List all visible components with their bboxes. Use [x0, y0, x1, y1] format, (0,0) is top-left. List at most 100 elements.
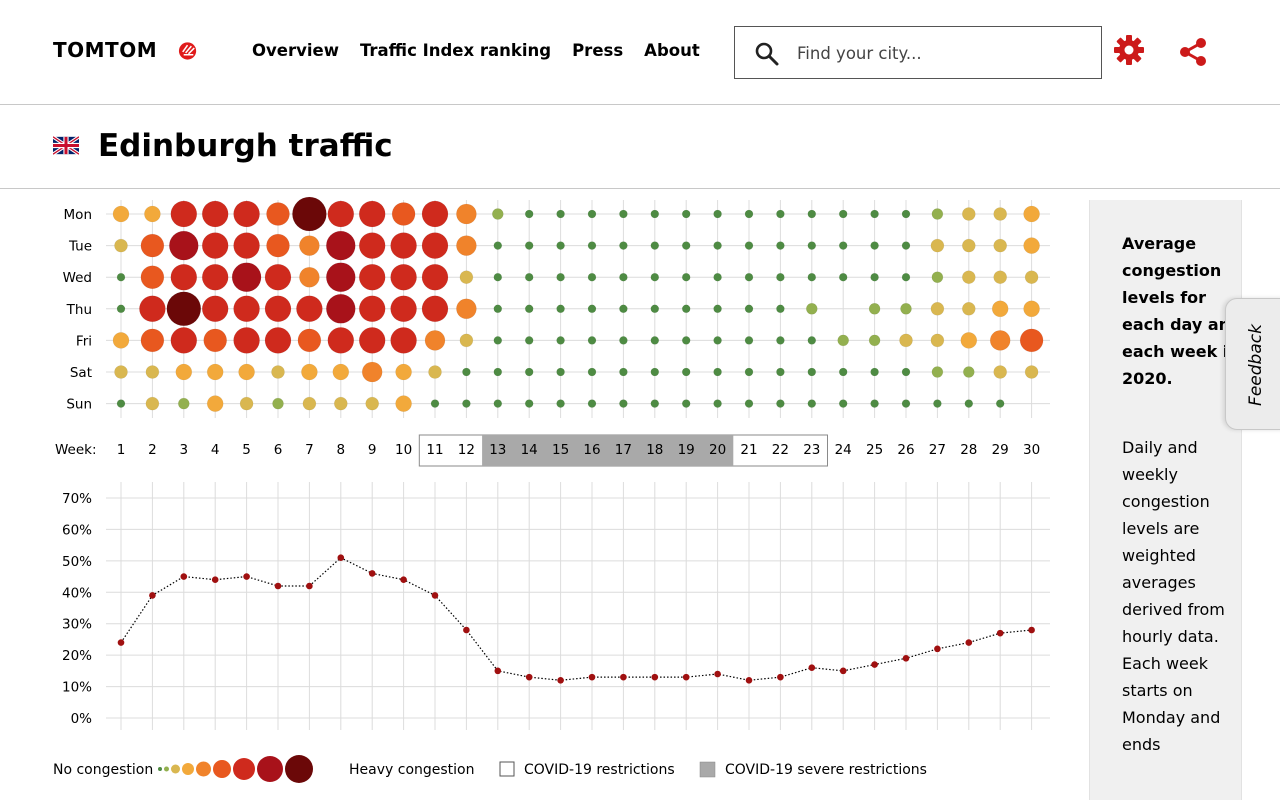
congestion-bubble[interactable]: [170, 327, 198, 354]
congestion-bubble[interactable]: [807, 367, 817, 377]
congestion-bubble[interactable]: [325, 262, 356, 292]
congestion-bubble[interactable]: [358, 263, 386, 291]
congestion-bubble[interactable]: [995, 399, 1005, 408]
congestion-bubble[interactable]: [713, 209, 722, 219]
congestion-point[interactable]: [714, 670, 721, 678]
congestion-bubble[interactable]: [744, 336, 754, 345]
congestion-bubble[interactable]: [493, 272, 503, 282]
congestion-bubble[interactable]: [462, 399, 471, 408]
congestion-bubble[interactable]: [524, 399, 534, 408]
congestion-bubble[interactable]: [112, 205, 130, 223]
congestion-bubble[interactable]: [776, 367, 785, 377]
congestion-bubble[interactable]: [961, 302, 976, 316]
congestion-bubble[interactable]: [650, 209, 660, 219]
congestion-bubble[interactable]: [524, 336, 534, 345]
congestion-bubble[interactable]: [266, 202, 290, 226]
congestion-bubble[interactable]: [807, 241, 817, 250]
congestion-bubble[interactable]: [456, 203, 477, 225]
congestion-bubble[interactable]: [390, 232, 417, 259]
congestion-bubble[interactable]: [301, 363, 318, 381]
search-icon[interactable]: [754, 41, 780, 67]
congestion-bubble[interactable]: [838, 399, 848, 408]
congestion-bubble[interactable]: [744, 241, 754, 250]
congestion-bubble[interactable]: [395, 395, 412, 412]
congestion-bubble[interactable]: [524, 272, 534, 282]
congestion-bubble[interactable]: [870, 272, 879, 282]
congestion-bubble[interactable]: [238, 363, 255, 381]
congestion-bubble[interactable]: [931, 366, 944, 378]
congestion-bubble[interactable]: [713, 241, 722, 250]
congestion-bubble[interactable]: [650, 367, 660, 377]
congestion-bubble[interactable]: [1023, 300, 1040, 318]
congestion-bubble[interactable]: [650, 304, 660, 314]
congestion-bubble[interactable]: [493, 241, 503, 250]
congestion-bubble[interactable]: [424, 330, 446, 351]
congestion-bubble[interactable]: [231, 262, 262, 292]
congestion-bubble[interactable]: [491, 208, 504, 220]
congestion-bubble[interactable]: [930, 238, 945, 253]
congestion-bubble[interactable]: [713, 304, 722, 314]
congestion-bubble[interactable]: [203, 328, 227, 353]
congestion-bubble[interactable]: [421, 200, 449, 228]
congestion-bubble[interactable]: [456, 235, 477, 256]
congestion-bubble[interactable]: [989, 330, 1011, 351]
congestion-bubble[interactable]: [650, 336, 660, 345]
congestion-bubble[interactable]: [587, 272, 597, 282]
congestion-bubble[interactable]: [116, 304, 126, 314]
congestion-bubble[interactable]: [776, 272, 785, 282]
congestion-bubble[interactable]: [140, 328, 165, 353]
congestion-bubble[interactable]: [930, 302, 945, 316]
congestion-bubble[interactable]: [713, 336, 722, 345]
congestion-bubble[interactable]: [302, 396, 317, 411]
congestion-bubble[interactable]: [292, 196, 327, 232]
congestion-bubble[interactable]: [807, 399, 817, 408]
congestion-bubble[interactable]: [993, 238, 1008, 253]
congestion-bubble[interactable]: [264, 295, 292, 323]
congestion-bubble[interactable]: [870, 399, 879, 408]
congestion-bubble[interactable]: [358, 327, 386, 354]
congestion-bubble[interactable]: [201, 232, 229, 259]
nav-about[interactable]: About: [644, 41, 700, 60]
congestion-bubble[interactable]: [116, 272, 126, 282]
congestion-bubble[interactable]: [493, 367, 503, 377]
congestion-bubble[interactable]: [421, 263, 449, 291]
congestion-point[interactable]: [620, 673, 627, 681]
congestion-bubble[interactable]: [233, 232, 260, 259]
congestion-bubble[interactable]: [776, 336, 785, 345]
congestion-bubble[interactable]: [619, 336, 628, 345]
congestion-bubble[interactable]: [239, 396, 254, 411]
congestion-bubble[interactable]: [681, 209, 691, 219]
congestion-bubble[interactable]: [901, 272, 911, 282]
congestion-bubble[interactable]: [272, 397, 284, 410]
congestion-bubble[interactable]: [805, 303, 818, 315]
congestion-bubble[interactable]: [901, 209, 911, 219]
congestion-point[interactable]: [1028, 626, 1035, 634]
congestion-bubble[interactable]: [206, 395, 224, 412]
congestion-bubble[interactable]: [333, 396, 348, 411]
congestion-bubble[interactable]: [299, 235, 320, 256]
congestion-bubble[interactable]: [391, 202, 416, 226]
congestion-bubble[interactable]: [868, 303, 881, 315]
congestion-bubble[interactable]: [776, 209, 785, 219]
congestion-bubble[interactable]: [619, 367, 628, 377]
congestion-point[interactable]: [902, 654, 910, 662]
congestion-bubble[interactable]: [901, 241, 911, 250]
congestion-bubble[interactable]: [931, 208, 944, 220]
congestion-bubble[interactable]: [358, 295, 386, 323]
congestion-bubble[interactable]: [271, 365, 285, 379]
congestion-point[interactable]: [525, 673, 533, 681]
congestion-bubble[interactable]: [993, 365, 1008, 379]
congestion-bubble[interactable]: [1024, 270, 1039, 284]
congestion-bubble[interactable]: [619, 272, 628, 282]
congestion-bubble[interactable]: [462, 367, 471, 377]
congestion-bubble[interactable]: [744, 399, 754, 408]
congestion-bubble[interactable]: [776, 241, 785, 250]
congestion-point[interactable]: [996, 629, 1004, 637]
congestion-bubble[interactable]: [681, 399, 691, 408]
congestion-bubble[interactable]: [233, 200, 260, 228]
congestion-bubble[interactable]: [556, 336, 565, 345]
nav-traffic-index-ranking[interactable]: Traffic Index ranking: [359, 41, 552, 60]
congestion-bubble[interactable]: [961, 238, 976, 253]
congestion-bubble[interactable]: [166, 291, 202, 327]
congestion-bubble[interactable]: [556, 241, 565, 250]
